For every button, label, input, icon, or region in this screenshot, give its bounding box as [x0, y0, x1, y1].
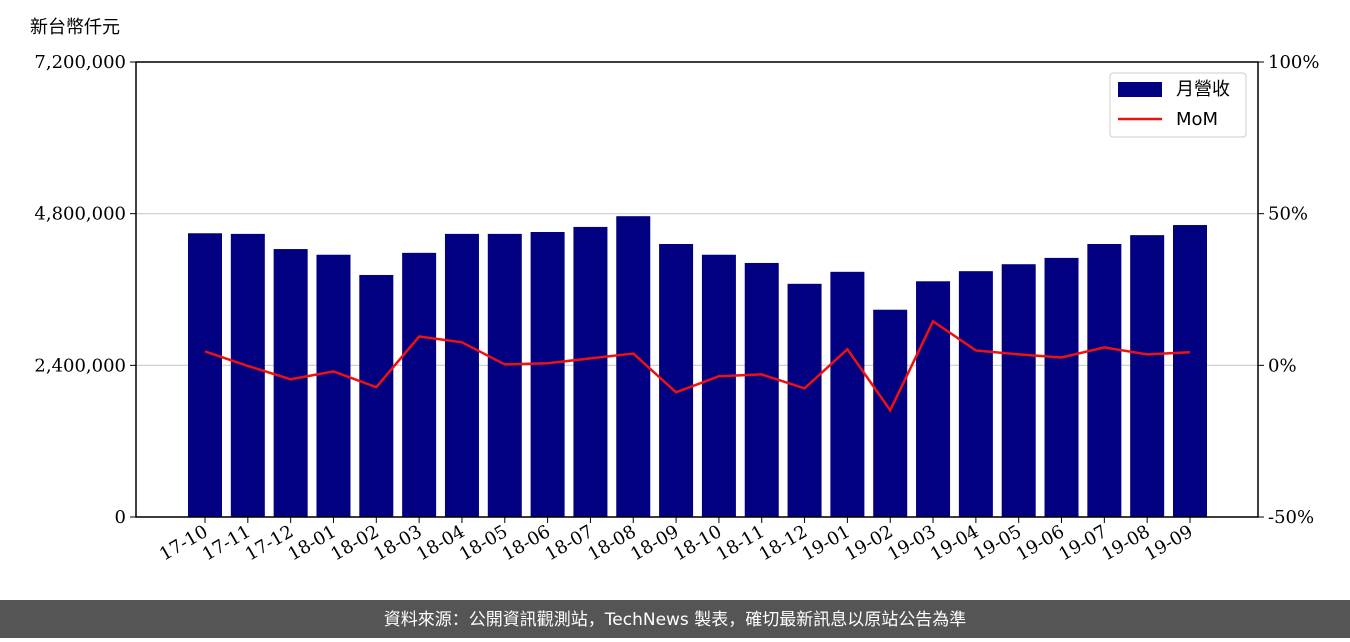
bar: [744, 262, 779, 517]
y-tick-label: 7,200,000: [34, 52, 126, 73]
x-tick-label: 18-02: [327, 521, 382, 565]
x-tick-label: 19-05: [970, 521, 1025, 565]
bar: [1001, 264, 1036, 517]
bar: [359, 274, 394, 517]
bar: [230, 233, 265, 517]
x-tick-label: 18-03: [370, 521, 425, 565]
bar: [873, 309, 908, 517]
bar: [916, 281, 951, 517]
x-tick-label: 17-11: [199, 521, 254, 565]
x-tick-label: 18-07: [541, 521, 596, 565]
bar: [1044, 257, 1079, 517]
x-tick-label: 19-08: [1098, 521, 1153, 565]
plot-frame: [135, 61, 1259, 518]
bar: [487, 233, 522, 517]
x-tick-label: 19-01: [798, 521, 853, 565]
legend-swatch: [1118, 82, 1162, 97]
line: [204, 319, 1191, 413]
x-tick-label: 19-04: [927, 521, 982, 565]
x-tick-label: 17-10: [156, 521, 211, 565]
bar: [830, 271, 865, 517]
bar: [530, 231, 565, 518]
bar: [273, 249, 308, 518]
x-tick-label: 19-07: [1055, 521, 1110, 565]
x-tick-label: 18-12: [756, 521, 811, 565]
y2-tick-label: 100%: [1268, 52, 1319, 73]
x-tick-label: 18-01: [285, 521, 340, 565]
y2-tick-label: 50%: [1268, 204, 1308, 225]
bar: [573, 226, 608, 517]
bar: [701, 254, 736, 518]
bar: [444, 233, 479, 517]
y2-tick-label: -50%: [1268, 507, 1314, 528]
x-tick-label: 19-03: [884, 521, 939, 565]
bar: [402, 252, 437, 517]
bar: [958, 271, 993, 517]
y-tick-label: 2,400,000: [34, 355, 126, 376]
bar: [316, 254, 351, 518]
bar: [188, 233, 222, 517]
x-tick-label: 19-02: [841, 521, 896, 565]
x-tick-label: 18-11: [713, 521, 768, 565]
x-tick-label: 17-12: [242, 521, 297, 565]
bar: [1087, 244, 1122, 517]
y-tick-label: 4,800,000: [34, 204, 126, 225]
legend-label: MoM: [1176, 109, 1218, 130]
bar: [616, 216, 651, 517]
x-tick-label: 18-09: [627, 521, 682, 565]
source: 資料來源：公開資訊觀測站，TechNews 製表，確切最新訊息以原站公告為準: [384, 610, 966, 630]
x-tick-label: 19-06: [1013, 521, 1068, 565]
bar: [1173, 225, 1207, 517]
footer: [0, 600, 1350, 638]
x-tick-label: 18-05: [456, 521, 511, 565]
x-tick-label: 18-04: [413, 521, 468, 565]
legend-label: 月營收: [1176, 79, 1230, 100]
y-axis-label: 新台幣仟元: [30, 17, 120, 38]
bar: [1130, 235, 1165, 517]
y2-tick-label: 0%: [1268, 355, 1297, 376]
x-tick-label: 18-10: [670, 521, 725, 565]
x-tick-label: 19-09: [1141, 521, 1196, 565]
y-tick-label: 0: [115, 507, 126, 528]
x-tick-label: 18-06: [499, 521, 554, 565]
bar: [787, 283, 822, 517]
x-tick-label: 18-08: [584, 521, 639, 565]
